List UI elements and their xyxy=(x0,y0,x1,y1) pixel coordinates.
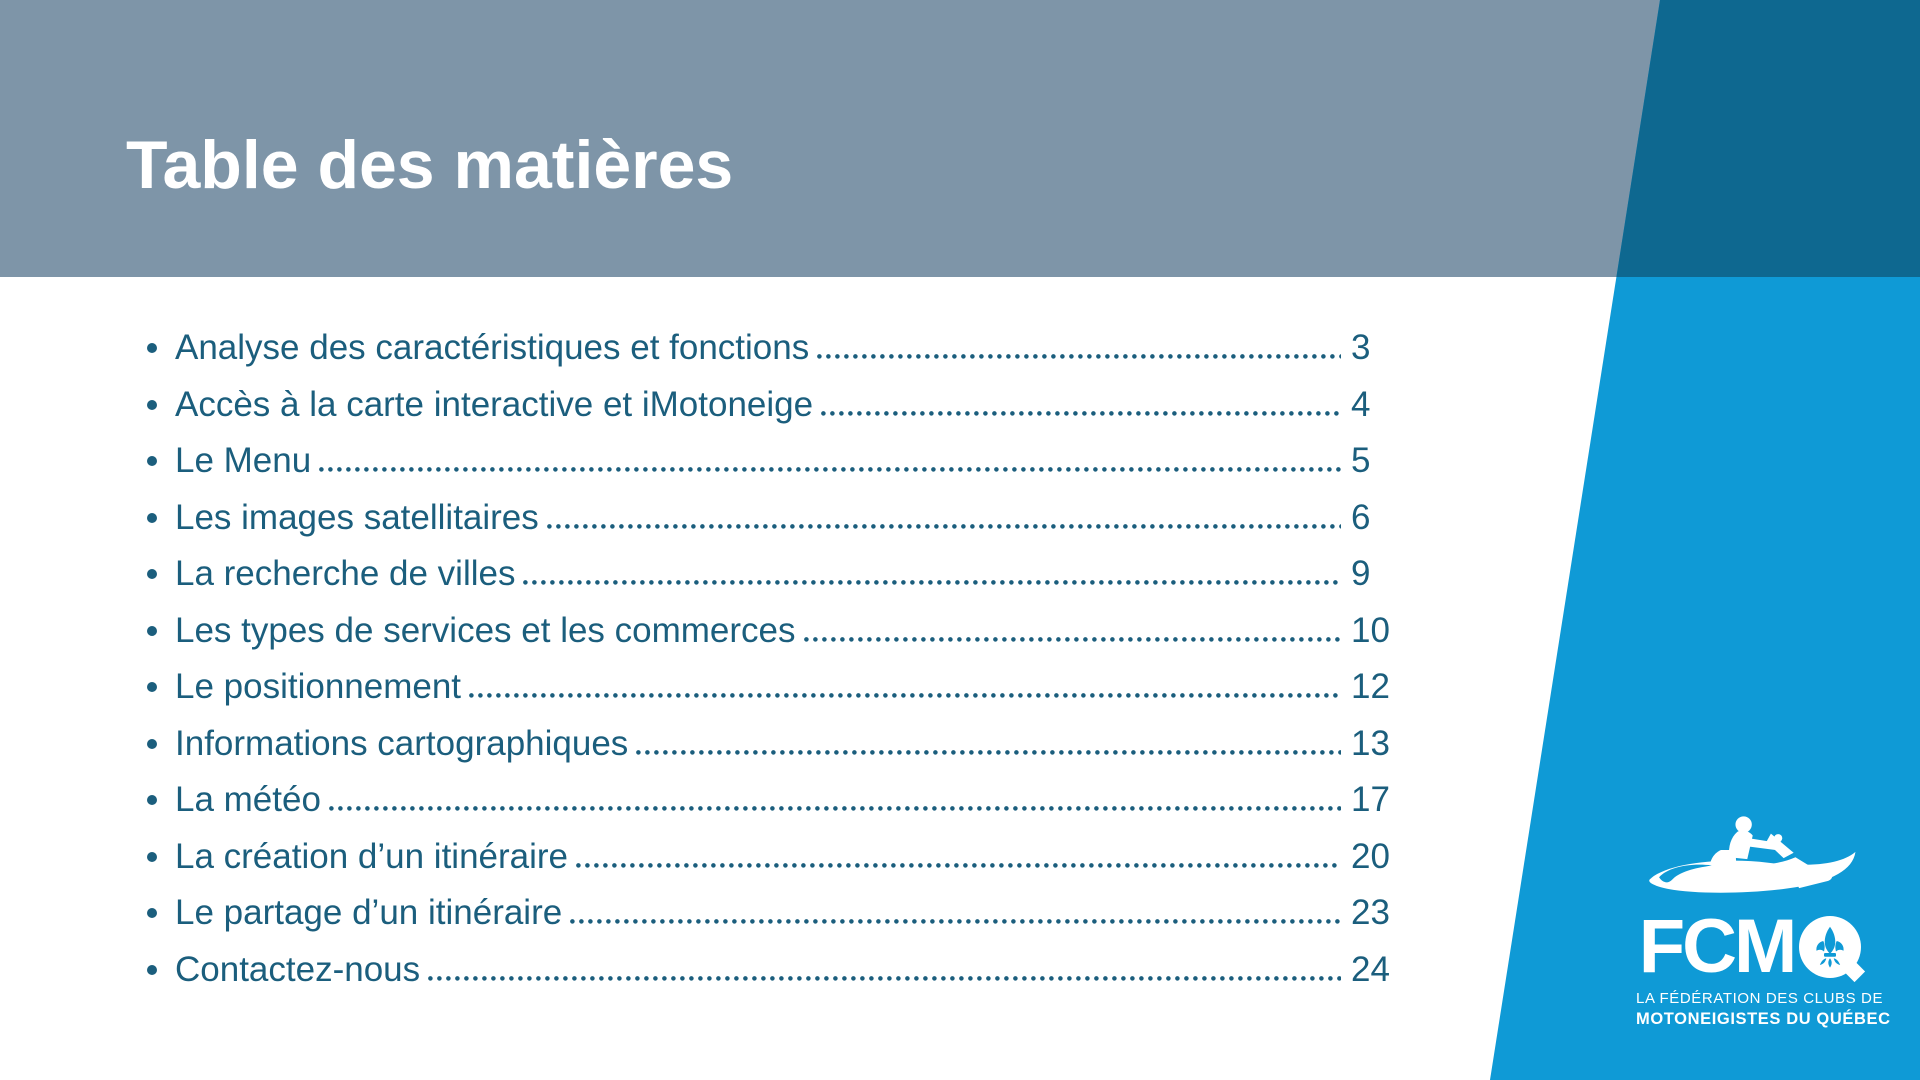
dot-leader xyxy=(803,636,1341,642)
dot-leader xyxy=(328,806,1341,811)
bullet-icon xyxy=(147,343,157,354)
toc-entry[interactable]: Contactez-nous 24 xyxy=(147,942,1407,999)
toc-entry[interactable]: Informations cartographiques 13 xyxy=(147,716,1407,773)
bullet-icon xyxy=(147,738,157,749)
bullet-icon xyxy=(147,569,157,580)
toc-page-number: 20 xyxy=(1351,836,1390,876)
toc-page-number: 12 xyxy=(1351,667,1390,706)
dot-leader xyxy=(469,693,1341,698)
toc-page-number: 13 xyxy=(1351,723,1390,763)
toc-entry-label: Le Menu xyxy=(175,441,312,480)
toc-entry-label: Informations cartographiques xyxy=(175,723,629,763)
dot-leader xyxy=(817,354,1341,359)
bullet-icon xyxy=(147,399,157,410)
bullet-icon xyxy=(147,851,157,862)
toc-page-number: 17 xyxy=(1351,780,1390,819)
dot-leader xyxy=(546,523,1341,529)
dot-leader xyxy=(570,919,1341,924)
toc-page-number: 24 xyxy=(1351,949,1390,989)
bullet-icon xyxy=(147,795,157,806)
dot-leader xyxy=(576,862,1341,868)
toc-entry-label: Le positionnement xyxy=(175,667,462,706)
dot-leader xyxy=(523,580,1341,585)
toc-entry[interactable]: Accès à la carte interactive et iMotonei… xyxy=(147,377,1407,434)
bullet-icon xyxy=(147,456,157,467)
toc-page-number: 3 xyxy=(1351,328,1371,367)
toc-page-number: 23 xyxy=(1351,893,1390,932)
page-title: Table des matières xyxy=(126,127,734,203)
dot-leader xyxy=(821,410,1341,416)
toc-entry-label: La création d’un itinéraire xyxy=(175,836,569,876)
toc-entry[interactable]: La création d’un itinéraire 20 xyxy=(147,829,1407,886)
toc-entry-label: Accès à la carte interactive et iMotonei… xyxy=(175,384,814,424)
fcmq-q-badge: Q xyxy=(1799,916,1866,983)
toc-entry-label: Le partage d’un itinéraire xyxy=(175,893,563,932)
toc-entry[interactable]: La météo 17 xyxy=(147,772,1407,829)
fleur-de-lis-icon xyxy=(1816,926,1844,968)
fcmq-letters: FCM xyxy=(1638,904,1798,989)
toc-entry[interactable]: Le Menu 5 xyxy=(147,433,1407,490)
dot-leader xyxy=(636,749,1341,755)
toc-entry-label: Les types de services et les commerces xyxy=(175,610,796,650)
toc-entry-label: Analyse des caractéristiques et fonction… xyxy=(175,328,810,367)
toc-entry-label: Contactez-nous xyxy=(175,949,421,989)
toc-entry-label: La recherche de villes xyxy=(175,554,516,593)
bullet-icon xyxy=(147,682,157,693)
toc-entry-label: Les images satellitaires xyxy=(175,497,539,537)
toc-page-number: 6 xyxy=(1351,497,1371,537)
dot-leader xyxy=(428,975,1341,981)
toc-entry[interactable]: Les images satellitaires 6 xyxy=(147,490,1407,547)
snowmobile-rider-icon xyxy=(1649,816,1856,893)
toc-entry[interactable]: Le positionnement 12 xyxy=(147,659,1407,716)
bullet-icon xyxy=(147,908,157,919)
logo-tagline-line1: LA FÉDÉRATION DES CLUBS DE xyxy=(1636,990,1884,1007)
fcmq-logo: FCM Q LA FÉDÉRATION DES CLUBS DE MOTONEI… xyxy=(1636,810,1891,1029)
header-band xyxy=(0,0,1920,277)
fcmq-wordmark: FCM Q xyxy=(1636,904,1866,989)
toc-page-number: 9 xyxy=(1351,554,1371,593)
toc-entry[interactable]: Analyse des caractéristiques et fonction… xyxy=(147,320,1407,377)
bullet-icon xyxy=(147,512,157,523)
logo-tagline-line2: MOTONEIGISTES DU QUÉBEC xyxy=(1636,1010,1891,1028)
bullet-icon xyxy=(147,964,157,975)
toc-entry[interactable]: La recherche de villes 9 xyxy=(147,546,1407,603)
toc-page-number: 5 xyxy=(1351,441,1371,480)
dot-leader xyxy=(319,467,1341,472)
toc-entry[interactable]: Les types de services et les commerces 1… xyxy=(147,603,1407,660)
toc-entry-label: La météo xyxy=(175,780,321,819)
table-of-contents: Analyse des caractéristiques et fonction… xyxy=(147,320,1407,998)
toc-page-number: 4 xyxy=(1351,384,1371,424)
toc-page-number: 10 xyxy=(1351,610,1390,650)
bullet-icon xyxy=(147,625,157,636)
toc-entry[interactable]: Le partage d’un itinéraire 23 xyxy=(147,885,1407,942)
